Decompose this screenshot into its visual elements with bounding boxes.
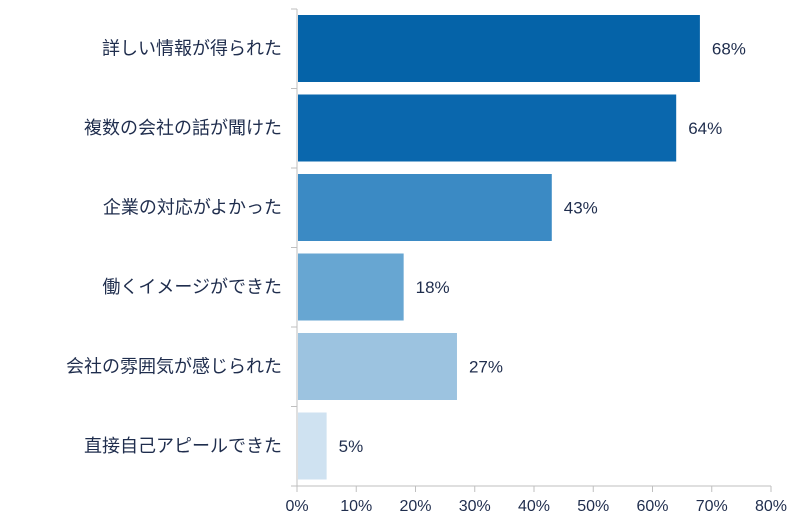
x-tick-label-10: 10%	[340, 498, 372, 515]
bar-3	[298, 253, 404, 321]
bar-0	[298, 15, 700, 82]
x-tick-labels: 0% 10% 20% 30% 40% 50% 60% 70% 80%	[285, 498, 787, 515]
x-tick-label-50: 50%	[577, 498, 609, 515]
bar-4	[298, 333, 457, 400]
x-tick-label-20: 20%	[399, 498, 431, 515]
bar-1	[298, 94, 677, 162]
value-labels: 68% 64% 43% 18% 27% 5%	[339, 40, 746, 457]
category-label-2: 企業の対応がよかった	[103, 198, 282, 219]
value-label-5: 5%	[339, 437, 364, 456]
x-tick-label-70: 70%	[696, 498, 728, 515]
axes	[291, 8, 772, 492]
x-tick-label-0: 0%	[285, 498, 308, 515]
value-label-0: 68%	[712, 40, 746, 59]
value-label-1: 64%	[688, 119, 722, 138]
category-labels: 詳しい情報が得られた複数の会社の話が聞けた企業の対応がよかった働くイメージができ…	[66, 39, 282, 458]
category-label-0: 詳しい情報が得られた	[102, 39, 282, 60]
category-label-3: 働くイメージができた	[102, 277, 282, 298]
x-tick-label-80: 80%	[755, 498, 787, 515]
category-label-4: 会社の雰囲気が感じられた	[66, 357, 282, 378]
x-tick-label-30: 30%	[459, 498, 491, 515]
value-label-3: 18%	[416, 278, 450, 297]
category-label-5: 直接自己アピールできた	[84, 436, 282, 457]
value-label-2: 43%	[564, 199, 598, 218]
bar-5	[298, 412, 327, 480]
bars-group	[298, 15, 700, 480]
x-tick-label-60: 60%	[636, 498, 668, 515]
x-tick-label-40: 40%	[518, 498, 550, 515]
bar-2	[298, 174, 552, 241]
value-label-4: 27%	[469, 358, 503, 377]
category-label-1: 複数の会社の話が聞けた	[84, 118, 282, 139]
